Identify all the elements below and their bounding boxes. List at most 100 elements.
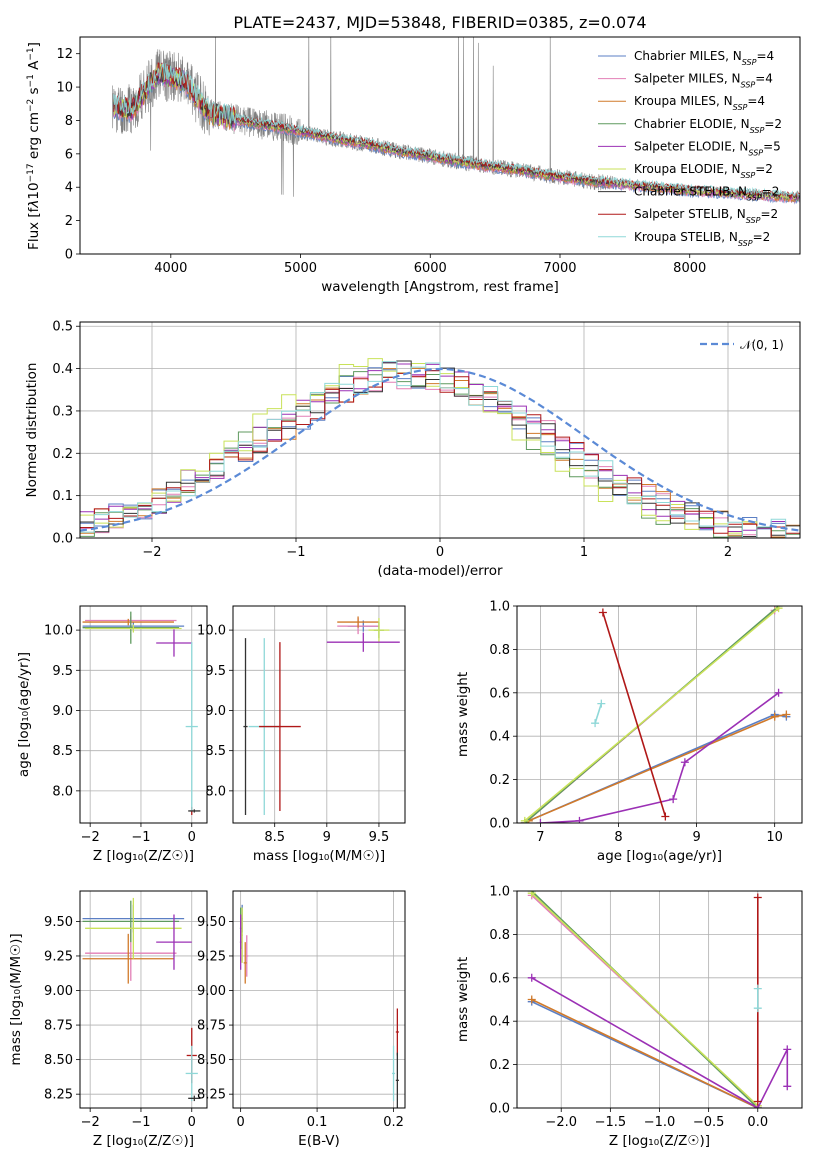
legend-label-name: Salpeter MILES, N bbox=[634, 72, 741, 86]
legend-label-tail: =4 bbox=[755, 72, 773, 86]
y-tick-label: 8.25 bbox=[197, 1088, 226, 1103]
y-tick-label: 0.3 bbox=[52, 404, 73, 419]
y-tick-label: 0.4 bbox=[489, 1015, 510, 1030]
mass-weight-marker bbox=[753, 984, 762, 993]
x-axis-label: age [log₁₀(age/yr)] bbox=[597, 848, 722, 864]
x-axis-label: wavelength [Angstrom, rest frame] bbox=[321, 279, 559, 295]
mass-weight-vs-age-panel: 7 8 9 10 0.0 0.2 0.4 0.6 0.8 1.0 age [log₁₀(age/yr… bbox=[455, 600, 803, 864]
y-tick-label: 0.4 bbox=[489, 730, 510, 745]
x-tick-label: −2 bbox=[81, 1115, 100, 1130]
plot-area bbox=[82, 897, 201, 1102]
x-tick-label: 8.5 bbox=[264, 830, 285, 845]
x-tick-label: 0.2 bbox=[383, 1115, 404, 1130]
y-tick-label: 9.50 bbox=[44, 915, 73, 930]
y-tick-label: 8.50 bbox=[197, 1053, 226, 1068]
x-tick-label: 9 bbox=[692, 830, 700, 845]
mass-weight-marker bbox=[669, 795, 678, 804]
y-tick-label: 0.6 bbox=[489, 971, 510, 986]
y-tick-label: 0.1 bbox=[52, 489, 73, 504]
y-tick-label: 2 bbox=[65, 214, 73, 229]
legend-label-tail: =5 bbox=[763, 139, 781, 153]
y-tick-label: 9.25 bbox=[197, 949, 226, 964]
x-tick-label: −2 bbox=[142, 545, 161, 560]
x-tick-label: 10 bbox=[766, 830, 783, 845]
legend-label-tail: =4 bbox=[747, 94, 765, 108]
plot-area bbox=[80, 358, 800, 538]
y-tick-label: 8.25 bbox=[44, 1088, 73, 1103]
x-tick-label: −1 bbox=[286, 545, 305, 560]
y-axis-label-part: Flux [f bbox=[26, 206, 42, 250]
y-tick-label: 12 bbox=[56, 47, 73, 62]
mass-weight-marker bbox=[783, 1082, 792, 1091]
y-tick-label: 9.00 bbox=[197, 984, 226, 999]
mass-weight-marker bbox=[783, 1045, 792, 1054]
mass-weight-line bbox=[531, 892, 759, 1107]
legend-label-sub: SSP bbox=[738, 238, 753, 247]
x-axis-label: Z [log₁₀(Z/Z☉)] bbox=[93, 848, 194, 864]
axes-frame bbox=[79, 36, 801, 255]
y-axis-label-part: −1 bbox=[26, 74, 36, 87]
axes-frame bbox=[516, 890, 803, 1109]
x-tick-label: −1.0 bbox=[644, 1115, 676, 1130]
legend-label: Kroupa ELODIE, NSSP=2 bbox=[634, 162, 773, 180]
legend-label: Chabrier MILES, NSSP=4 bbox=[634, 49, 774, 67]
age-vs-metallicity-panel: −2 −1 0 8.0 8.5 9.0 9.5 10.0 Z [log₁₀(Z/Z☉)] age … bbox=[16, 605, 208, 864]
mass-weight-marker bbox=[575, 816, 584, 823]
age-vs-mass-panel: 8.5 9 9.5 8.0 8.5 9.0 9.5 10.0 mass [log₁₀(M/M☉)… bbox=[197, 605, 406, 864]
y-tick-label: 0.8 bbox=[489, 643, 510, 658]
mass-weight-marker bbox=[770, 712, 779, 721]
mass-weight-marker bbox=[782, 710, 791, 719]
mass-weight-marker bbox=[591, 719, 600, 728]
x-tick-label: −1 bbox=[131, 830, 150, 845]
mass-vs-metallicity-panel: −2 −1 0 8.25 8.50 8.75 9.00 9.25 9.50 Z [log₁₀(Z/… bbox=[8, 890, 208, 1149]
mass-weight-marker bbox=[520, 816, 529, 823]
y-axis-label: mass weight bbox=[455, 672, 471, 757]
x-tick-label: 0.1 bbox=[307, 1115, 328, 1130]
y-tick-label: 9.00 bbox=[44, 984, 73, 999]
y-tick-label: 1.0 bbox=[489, 885, 510, 900]
y-tick-label: 8.0 bbox=[52, 784, 73, 799]
legend-label-name: Kroupa ELODIE, N bbox=[634, 162, 741, 176]
model-spectrum-line bbox=[113, 66, 800, 200]
x-tick-label: 7000 bbox=[543, 261, 576, 276]
legend-label: Kroupa MILES, NSSP=4 bbox=[634, 94, 765, 112]
plot-area bbox=[527, 891, 792, 1108]
mass-weight-marker bbox=[774, 688, 783, 697]
plot-area bbox=[520, 606, 791, 823]
mass-weight-marker bbox=[661, 812, 670, 821]
x-tick-label: 1 bbox=[580, 545, 588, 560]
y-tick-label: 9.25 bbox=[44, 949, 73, 964]
y-tick-label: 0.0 bbox=[52, 532, 73, 547]
plot-area bbox=[112, 37, 800, 205]
figure-title: PLATE=2437, MJD=53848, FIBERID=0385, z=0… bbox=[233, 13, 646, 32]
y-tick-label: 10.0 bbox=[197, 624, 226, 639]
legend-label-tail: =2 bbox=[760, 207, 778, 221]
legend-label: Chabrier ELODIE, NSSP=2 bbox=[634, 117, 782, 135]
legend-label: Chabrier STELIB, NSSP=2 bbox=[634, 185, 779, 203]
x-tick-label: −1 bbox=[131, 1115, 150, 1130]
y-axis-label-part: −2 bbox=[26, 99, 36, 112]
y-tick-label: 0.2 bbox=[52, 447, 73, 462]
y-tick-label: 9.50 bbox=[197, 915, 226, 930]
y-tick-label: 9.5 bbox=[52, 664, 73, 679]
y-tick-label: 10.0 bbox=[44, 624, 73, 639]
y-axis-label: mass weight bbox=[455, 957, 471, 1042]
axes-frame bbox=[79, 321, 801, 539]
x-tick-label: 9.5 bbox=[369, 830, 390, 845]
mass-weight-marker bbox=[597, 699, 606, 708]
y-tick-label: 4 bbox=[65, 181, 73, 196]
plot-area bbox=[239, 904, 399, 1108]
legend-label-sub: SSP bbox=[746, 216, 761, 225]
x-axis-label: Z [log₁₀(Z/Z☉)] bbox=[609, 1133, 710, 1149]
legend-label-sub: SSP bbox=[733, 103, 748, 112]
mass-weight-marker bbox=[527, 973, 536, 982]
x-axis-label: (data-model)/error bbox=[377, 563, 503, 579]
x-tick-label: 5000 bbox=[284, 261, 317, 276]
y-tick-label: 8.5 bbox=[52, 744, 73, 759]
mass-weight-marker bbox=[536, 819, 545, 823]
legend-label-sub: SSP bbox=[747, 193, 762, 202]
legend-label: Kroupa STELIB, NSSP=2 bbox=[634, 230, 770, 248]
y-tick-label: 9.0 bbox=[52, 704, 73, 719]
x-tick-label: 6000 bbox=[414, 261, 447, 276]
legend-label-tail: =2 bbox=[762, 185, 780, 199]
